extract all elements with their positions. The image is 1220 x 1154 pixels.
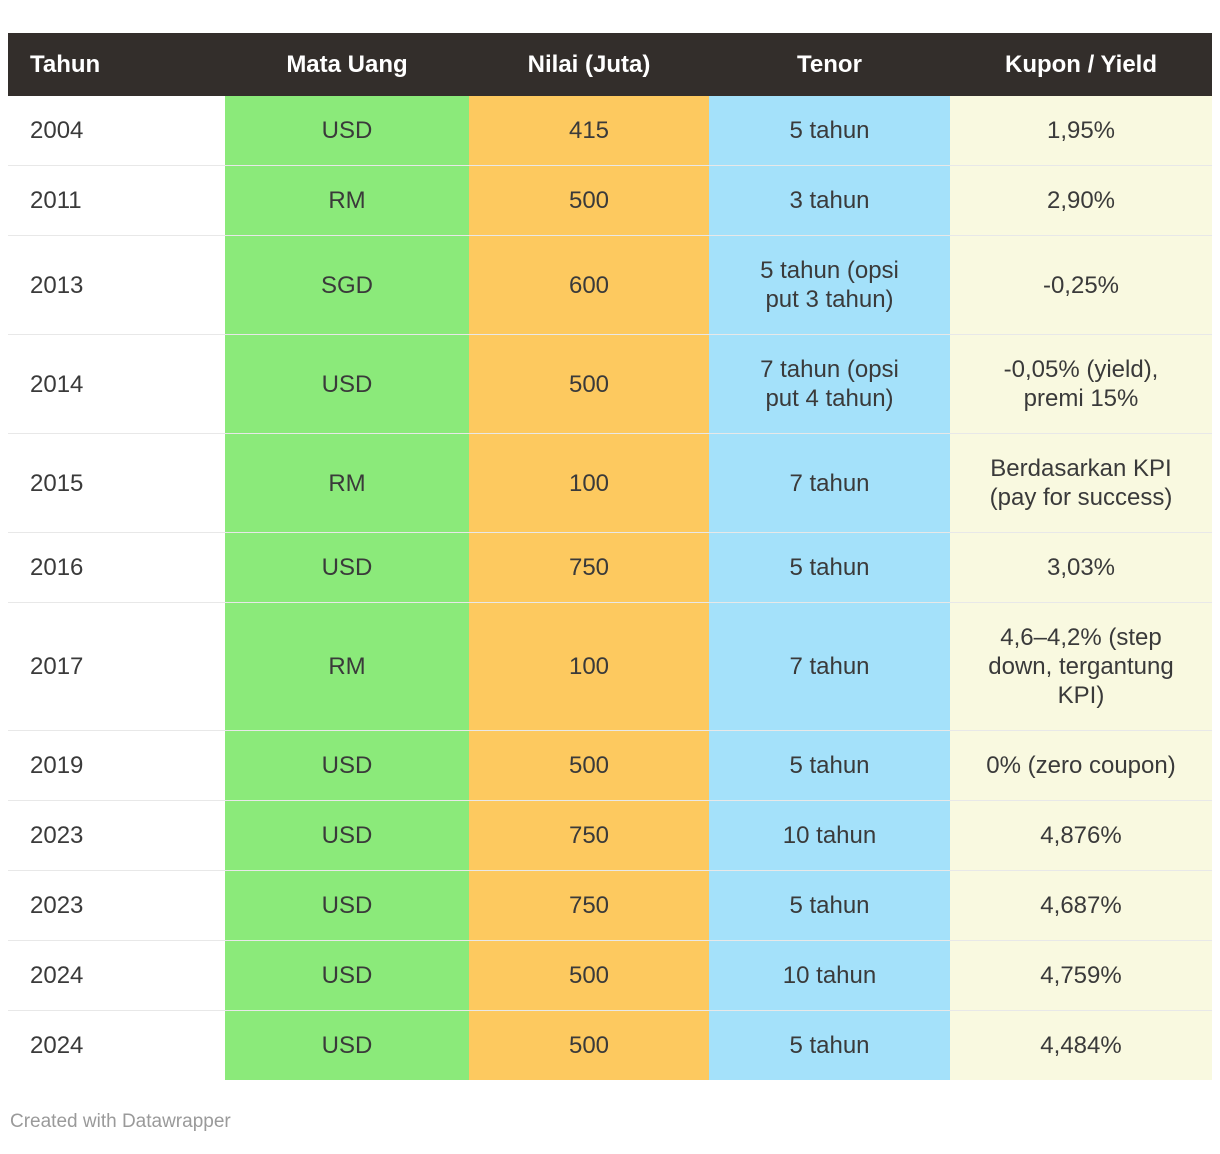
table-row: 2024 USD 500 10 tahun 4,759%: [8, 940, 1212, 1011]
cell-mata-uang: SGD: [225, 235, 469, 335]
column-header-mata-uang: Mata Uang: [225, 33, 469, 96]
cell-tenor: 7 tahun (opsi put 4 tahun): [709, 334, 950, 434]
table-row: 2024 USD 500 5 tahun 4,484%: [8, 1010, 1212, 1080]
cell-mata-uang: USD: [225, 730, 469, 801]
table-row: 2015 RM 100 7 tahun Berdasarkan KPI (pay for…: [8, 433, 1212, 533]
cell-tahun: 2023: [8, 800, 225, 871]
cell-nilai-juta: 100: [469, 602, 709, 731]
cell-tahun: 2016: [8, 532, 225, 603]
cell-tenor: 3 tahun: [709, 165, 950, 236]
cell-mata-uang: USD: [225, 870, 469, 941]
cell-nilai-juta: 600: [469, 235, 709, 335]
table-row: 2004 USD 415 5 tahun 1,95%: [8, 96, 1212, 166]
cell-tahun: 2017: [8, 602, 225, 731]
cell-kupon-yield: Berdasarkan KPI (pay for success): [950, 433, 1212, 533]
cell-tenor: 7 tahun: [709, 602, 950, 731]
cell-tahun: 2024: [8, 940, 225, 1011]
cell-nilai-juta: 415: [469, 96, 709, 166]
cell-tahun: 2023: [8, 870, 225, 941]
cell-nilai-juta: 500: [469, 165, 709, 236]
cell-tahun: 2013: [8, 235, 225, 335]
cell-tahun: 2015: [8, 433, 225, 533]
cell-tahun: 2014: [8, 334, 225, 434]
cell-mata-uang: RM: [225, 165, 469, 236]
attribution-footer: Created with Datawrapper: [10, 1110, 1212, 1134]
datawrapper-credit-link[interactable]: Created with Datawrapper: [10, 1111, 231, 1132]
cell-tahun: 2024: [8, 1010, 225, 1080]
table-row: 2017 RM 100 7 tahun 4,6–4,2% (step down, ter…: [8, 602, 1212, 731]
cell-tenor: 5 tahun: [709, 1010, 950, 1080]
header-row: Tahun Mata Uang Nilai (Juta) Tenor Kupon…: [8, 33, 1212, 96]
cell-kupon-yield: 4,484%: [950, 1010, 1212, 1080]
cell-mata-uang: USD: [225, 940, 469, 1011]
cell-nilai-juta: 500: [469, 730, 709, 801]
cell-tenor: 5 tahun (opsi put 3 tahun): [709, 235, 950, 335]
cell-mata-uang: USD: [225, 96, 469, 166]
table-row: 2014 USD 500 7 tahun (opsi put 4 tahun) -0,0…: [8, 334, 1212, 434]
table-row: 2016 USD 750 5 tahun 3,03%: [8, 532, 1212, 603]
data-table: Tahun Mata Uang Nilai (Juta) Tenor Kupon…: [8, 33, 1212, 1080]
cell-tahun: 2011: [8, 165, 225, 236]
cell-mata-uang: USD: [225, 532, 469, 603]
cell-nilai-juta: 750: [469, 870, 709, 941]
cell-kupon-yield: 4,687%: [950, 870, 1212, 941]
cell-kupon-yield: -0,25%: [950, 235, 1212, 335]
cell-nilai-juta: 750: [469, 800, 709, 871]
cell-tenor: 5 tahun: [709, 96, 950, 166]
cell-mata-uang: USD: [225, 1010, 469, 1080]
column-header-tenor: Tenor: [709, 33, 950, 96]
table-header: Tahun Mata Uang Nilai (Juta) Tenor Kupon…: [8, 33, 1212, 96]
cell-kupon-yield: -0,05% (yield), premi 15%: [950, 334, 1212, 434]
cell-kupon-yield: 4,6–4,2% (step down, tergantung KPI): [950, 602, 1212, 731]
cell-nilai-juta: 750: [469, 532, 709, 603]
cell-kupon-yield: 4,876%: [950, 800, 1212, 871]
cell-tenor: 10 tahun: [709, 940, 950, 1011]
table-row: 2023 USD 750 5 tahun 4,687%: [8, 870, 1212, 941]
cell-tahun: 2019: [8, 730, 225, 801]
cell-mata-uang: RM: [225, 602, 469, 731]
cell-nilai-juta: 500: [469, 334, 709, 434]
cell-kupon-yield: 4,759%: [950, 940, 1212, 1011]
cell-kupon-yield: 2,90%: [950, 165, 1212, 236]
table-body: 2004 USD 415 5 tahun 1,95% 2011 RM 500 3 tahun 2,…: [8, 96, 1212, 1080]
column-header-tahun: Tahun: [8, 33, 225, 96]
cell-tenor: 10 tahun: [709, 800, 950, 871]
column-header-nilai-juta: Nilai (Juta): [469, 33, 709, 96]
cell-tenor: 7 tahun: [709, 433, 950, 533]
table-row: 2023 USD 750 10 tahun 4,876%: [8, 800, 1212, 871]
cell-mata-uang: USD: [225, 334, 469, 434]
cell-mata-uang: USD: [225, 800, 469, 871]
cell-tenor: 5 tahun: [709, 870, 950, 941]
column-header-kupon-yield: Kupon / Yield: [950, 33, 1212, 96]
cell-nilai-juta: 100: [469, 433, 709, 533]
cell-tenor: 5 tahun: [709, 532, 950, 603]
cell-nilai-juta: 500: [469, 1010, 709, 1080]
cell-tahun: 2004: [8, 96, 225, 166]
cell-kupon-yield: 1,95%: [950, 96, 1212, 166]
cell-kupon-yield: 0% (zero coupon): [950, 730, 1212, 801]
cell-mata-uang: RM: [225, 433, 469, 533]
cell-tenor: 5 tahun: [709, 730, 950, 801]
cell-kupon-yield: 3,03%: [950, 532, 1212, 603]
table-row: 2019 USD 500 5 tahun 0% (zero coupon): [8, 730, 1212, 801]
cell-nilai-juta: 500: [469, 940, 709, 1011]
table-row: 2011 RM 500 3 tahun 2,90%: [8, 165, 1212, 236]
table-row: 2013 SGD 600 5 tahun (opsi put 3 tahun) -0,2…: [8, 235, 1212, 335]
